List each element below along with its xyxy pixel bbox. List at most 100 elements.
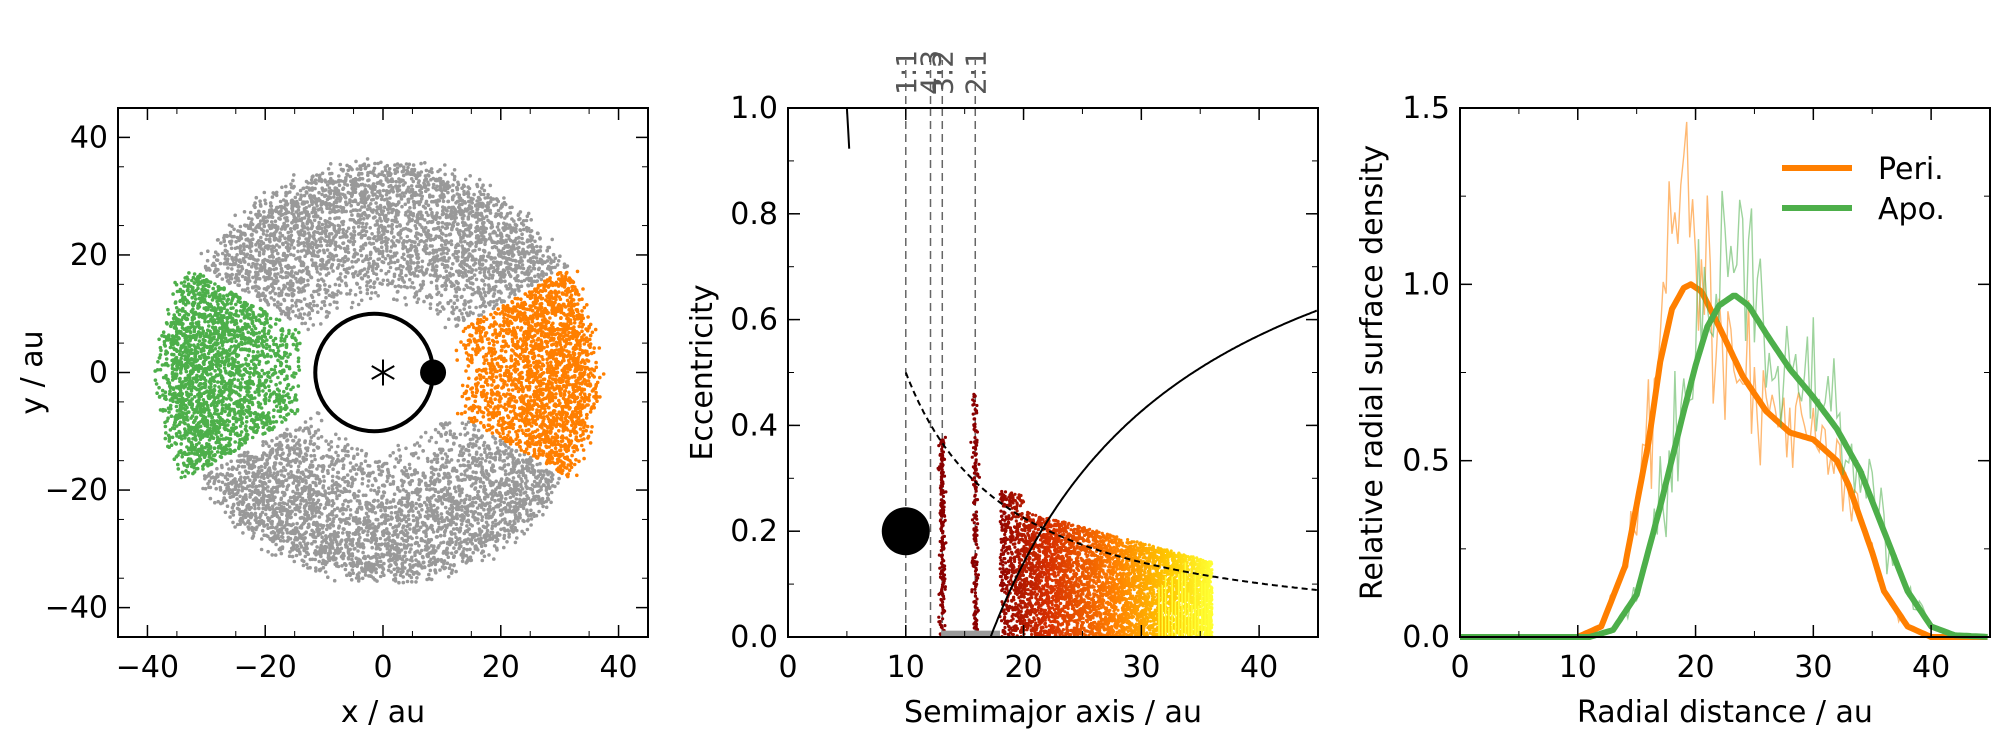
scatter-point [381, 260, 386, 265]
scatter-point [363, 183, 368, 188]
scatter-point [482, 188, 487, 193]
scatter-point [359, 213, 364, 218]
scatter-point [257, 242, 262, 247]
scatter-point [312, 448, 316, 453]
scatter-point [349, 203, 354, 208]
scatter-point [453, 317, 458, 321]
scatter-point [319, 202, 324, 206]
scatter-point [414, 246, 419, 250]
scatter-point [363, 573, 368, 577]
scatter-point [411, 190, 415, 195]
scatter-point [346, 190, 351, 195]
scatter-point [389, 260, 394, 265]
scatter-point [372, 281, 376, 286]
scatter-point [463, 239, 467, 244]
scatter-point [208, 268, 212, 272]
scatter-point [247, 290, 251, 294]
scatter-point [279, 266, 284, 271]
scatter-point [344, 176, 348, 180]
scatter-point [334, 204, 339, 209]
scatter-point [236, 283, 240, 287]
scatter-point [433, 186, 438, 191]
scatter-point [358, 176, 363, 181]
scatter-point [233, 213, 237, 218]
scatter-point [284, 311, 288, 316]
scatter-point [254, 288, 258, 293]
scatter-point [309, 178, 314, 182]
scatter-point [529, 508, 533, 513]
scatter-point [441, 283, 445, 288]
scatter-point [247, 256, 251, 260]
scatter-point [346, 226, 351, 230]
scatter-point [301, 429, 306, 433]
scatter-point [244, 237, 248, 242]
scatter-point [275, 226, 280, 231]
scatter-point [513, 222, 518, 227]
scatter-point [451, 183, 455, 187]
scatter-point [319, 206, 323, 211]
scatter-point [461, 246, 465, 251]
scatter-point [295, 192, 300, 196]
scatter-point [270, 553, 275, 557]
scatter-point [314, 239, 318, 243]
scatter-point [451, 253, 456, 257]
scatter-point [454, 294, 459, 299]
scatter-point [362, 273, 367, 278]
scatter-point [224, 272, 228, 276]
scatter-point [327, 195, 331, 199]
scatter-point [401, 241, 405, 245]
scatter-point [313, 207, 317, 211]
scatter-point [414, 506, 418, 511]
scatter-point [290, 298, 294, 303]
scatter-point [319, 177, 324, 182]
scatter-point [449, 216, 454, 221]
scatter-point [293, 224, 298, 228]
scatter-point [270, 195, 275, 199]
scatter-point [463, 233, 467, 237]
scatter-point [401, 173, 406, 178]
scatter-point [345, 244, 350, 249]
scatter-point [262, 287, 267, 291]
scatter-point [416, 252, 420, 257]
scatter-point [296, 308, 301, 312]
scatter-point [247, 216, 251, 220]
scatter-point [439, 558, 444, 562]
scatter-point [478, 239, 483, 244]
scatter-point [461, 275, 465, 279]
scatter-point [520, 270, 524, 275]
scatter-point [431, 194, 435, 199]
scatter-point [496, 222, 501, 226]
scatter-point [357, 232, 361, 236]
scatter-point [325, 243, 329, 248]
scatter-point [371, 193, 375, 197]
scatter-point [460, 202, 464, 206]
scatter-point [438, 467, 443, 472]
scatter-point [348, 461, 353, 465]
scatter-point [457, 209, 461, 214]
scatter-point [299, 241, 304, 245]
scatter-point [526, 283, 531, 288]
scatter-point [338, 235, 343, 240]
scatter-point [222, 233, 227, 238]
scatter-point [418, 239, 422, 244]
scatter-point [447, 317, 451, 322]
scatter-point [370, 483, 375, 488]
scatter-point [316, 498, 321, 503]
scatter-point [337, 183, 342, 188]
scatter-point [499, 254, 504, 259]
scatter-point [276, 279, 280, 283]
scatter-point [477, 446, 482, 450]
scatter-point [453, 212, 458, 217]
scatter-point [374, 201, 378, 205]
scatter-point [395, 220, 400, 224]
scatter-point [304, 237, 308, 241]
scatter-point [336, 444, 340, 449]
scatter-point [458, 444, 462, 448]
scatter-point [288, 190, 292, 194]
scatter-point [229, 246, 234, 251]
scatter-point [220, 480, 225, 485]
scatter-point [499, 291, 503, 295]
scatter-point [393, 284, 398, 289]
scatter-point [308, 302, 313, 306]
scatter-point [429, 280, 434, 285]
